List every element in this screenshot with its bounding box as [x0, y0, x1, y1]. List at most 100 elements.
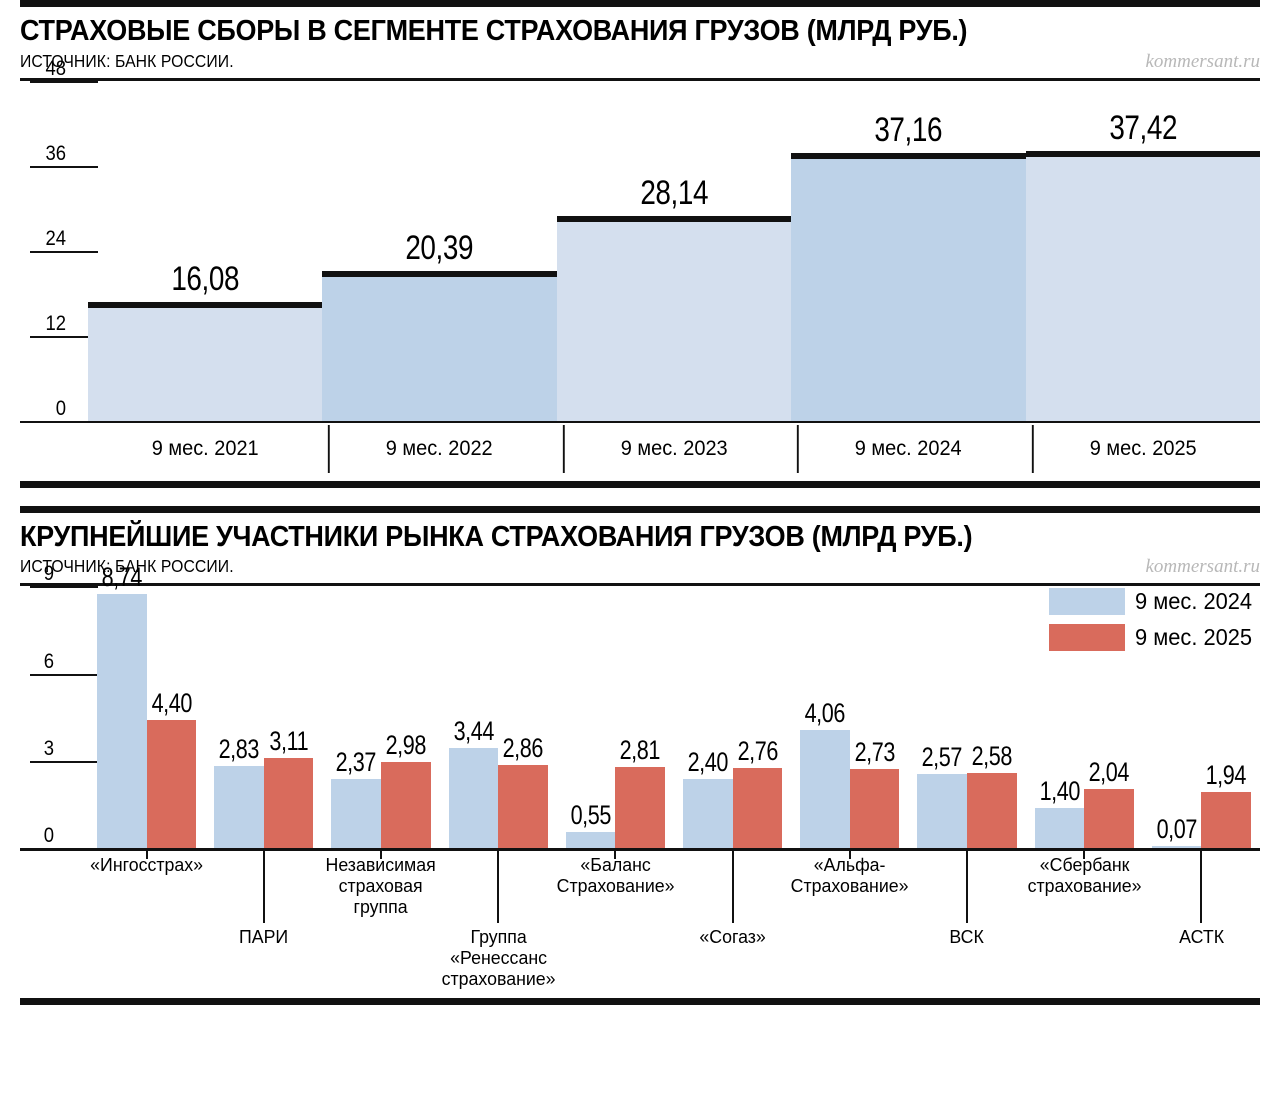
legend-swatch	[1048, 588, 1125, 616]
chart2-y-tick-label: 9	[43, 562, 54, 586]
chart2-category-text-line: ПАРИ	[239, 926, 289, 948]
chart1-category-label: 9 мес. 2022	[328, 423, 551, 475]
chart2-bar: 2,98	[381, 730, 431, 849]
chart2-bar-group: 4,06 2,73	[791, 586, 908, 849]
chart2-bar: 2,81	[615, 735, 666, 849]
chart2-bar-value: 2,98	[385, 729, 427, 760]
chart2-bar-value: 2,73	[854, 737, 895, 767]
chart2-y-tick-label: 3	[43, 737, 54, 761]
chart2-bar-group: 2,40 2,76	[674, 586, 791, 849]
chart2-category-text-line: страхование»	[441, 968, 556, 990]
legend-swatch	[1048, 624, 1125, 652]
chart2-bar-group: 8,74 4,40	[88, 562, 205, 849]
chart2-bar: 4,06	[800, 698, 850, 849]
chart2-category-text: «Баланс Страхование»	[534, 855, 696, 897]
panel1-brand: kommersant.ru	[1145, 50, 1260, 72]
chart1-bars: 16,08 20,39 28,14 37,16 37,42	[88, 81, 1261, 421]
panel2-source: ИСТОЧНИК: БАНК РОССИИ.	[20, 556, 234, 577]
chart2-y-tick-line	[30, 673, 98, 676]
chart1-bar-value: 20,39	[405, 229, 474, 268]
chart1-category-label: 9 мес. 2025	[1031, 423, 1254, 475]
legend-label: 9 мес. 2025	[1134, 624, 1252, 651]
chart2-category-label: Независимая страховая группа	[322, 851, 439, 996]
chart1-category-label: 9 мес. 2021	[151, 436, 259, 460]
chart2-category-label: «Сбербанк страхование»	[1026, 851, 1143, 996]
chart1-bar	[791, 152, 1026, 421]
chart2-plot-area: 0 3 6 9 8,74 4,40 2,83 3,11 2,37 2,98 3,44 2,86 0,5…	[20, 562, 1260, 849]
chart2-bar-group: 0,07 1,94	[1143, 586, 1260, 849]
legend-item[interactable]: 9 мес. 2024	[1048, 588, 1258, 616]
chart2-bar-value: 4,06	[804, 698, 846, 729]
chart2-bar: 0,07	[1151, 814, 1202, 849]
chart2-category-label: Группа «Ренессанс страхование»	[440, 851, 557, 996]
chart1-bar-cell: 37,42	[1025, 81, 1261, 421]
chart2-category-text: Группа «Ренессанс страхование»	[417, 927, 579, 990]
chart2-category-text-line: группа	[353, 896, 409, 918]
chart2-category-text-line: Страхование»	[556, 875, 675, 897]
chart2-y-tick-line	[30, 761, 98, 764]
chart2-label-leader-line	[145, 851, 148, 860]
chart2-bar-group: 3,44 2,86	[440, 586, 557, 849]
chart2-category-text: АСТК	[1120, 927, 1280, 948]
chart2-label-leader-line	[262, 851, 265, 924]
panel1-header-rule	[20, 77, 1260, 81]
chart2-category-text: Независимая страховая группа	[300, 855, 462, 918]
chart2-category-text: «Согаз»	[651, 927, 813, 948]
legend-item[interactable]: 9 мес. 2025	[1048, 624, 1258, 652]
chart2-bar: 4,40	[146, 688, 197, 849]
chart1-category-label: 9 мес. 2024	[797, 423, 1020, 475]
chart1-y-tick-line	[30, 335, 98, 338]
chart2-bar: 2,58	[967, 741, 1017, 849]
chart2-bar-value: 4,40	[151, 688, 192, 719]
chart2-y-tick-line	[30, 586, 98, 589]
chart2-bar-value: 2,04	[1088, 757, 1130, 788]
chart1-bar-cap	[791, 152, 1026, 159]
chart2-bar: 1,94	[1201, 760, 1252, 849]
panel2-brand: kommersant.ru	[1145, 556, 1260, 578]
chart2-category-text-line: «Ренессанс	[449, 947, 547, 969]
chart2-bar-value: 2,83	[218, 734, 260, 765]
chart2-label-leader-line	[1200, 851, 1203, 924]
chart2-category-label: ВСК	[908, 851, 1025, 996]
chart1-bar-cap	[88, 301, 323, 308]
chart2-bar: 2,57	[917, 742, 968, 849]
chart1-y-tick-label: 48	[45, 56, 66, 80]
chart2-bar: 2,04	[1084, 757, 1134, 849]
chart2-bar-value: 3,44	[453, 716, 494, 747]
chart2-bar: 3,44	[448, 716, 499, 849]
chart2-category-text-line: «Согаз»	[699, 926, 766, 948]
chart2-bar: 2,37	[331, 747, 382, 849]
chart1-bar-cap	[556, 216, 792, 223]
chart2-bar-value: 2,76	[737, 736, 778, 767]
chart2-bar: 3,11	[263, 726, 314, 849]
chart2-bar: 2,83	[214, 734, 264, 849]
panel1-title: СТРАХОВЫЕ СБОРЫ В СЕГМЕНТЕ СТРАХОВАНИЯ Г…	[20, 15, 968, 47]
chart2-category-text-line: Группа	[470, 926, 527, 948]
legend-label: 9 мес. 2024	[1134, 588, 1252, 615]
chart1-bar	[88, 301, 323, 421]
chart2-category-label: «Альфа- Страхование»	[791, 851, 909, 996]
panel2-top-rule	[20, 505, 1260, 513]
panel2-header-rule	[20, 583, 1260, 587]
chart2-bar-groups: 8,74 4,40 2,83 3,11 2,37 2,98 3,44 2,86 0,55 2,81…	[88, 562, 1260, 849]
chart1-bar-cell: 20,39	[322, 81, 557, 421]
chart2-bar-group: 1,40 2,04	[1026, 586, 1143, 849]
panel2-subheader: ИСТОЧНИК: БАНК РОССИИ. kommersant.ru	[20, 556, 1260, 583]
chart2-label-leader-line	[848, 851, 851, 860]
chart2-bar: 1,40	[1034, 776, 1085, 849]
chart2-label-leader-line	[497, 851, 500, 924]
chart2-bar-value: 2,81	[619, 734, 661, 765]
chart1-plot-area: 0 12 24 36 48 16,08 20,39 28,14 37,16 37,42	[20, 57, 1261, 421]
chart1-category-label: 9 мес. 2023	[562, 423, 786, 475]
chart2-legend: 9 мес. 2024 9 мес. 2025	[1048, 588, 1258, 652]
chart2-bar-value: 0,55	[570, 800, 611, 831]
chart2-label-leader-line	[380, 851, 382, 860]
panel-gap	[20, 488, 1260, 506]
chart2-bar-value: 1,94	[1206, 760, 1247, 790]
chart1-y-tick-line	[30, 165, 98, 168]
chart2-bar-value: 3,11	[269, 725, 309, 756]
chart2-bar: 2,86	[498, 733, 548, 849]
chart2-label-leader-line	[966, 851, 969, 924]
chart1-bar-cell: 16,08	[88, 81, 323, 421]
